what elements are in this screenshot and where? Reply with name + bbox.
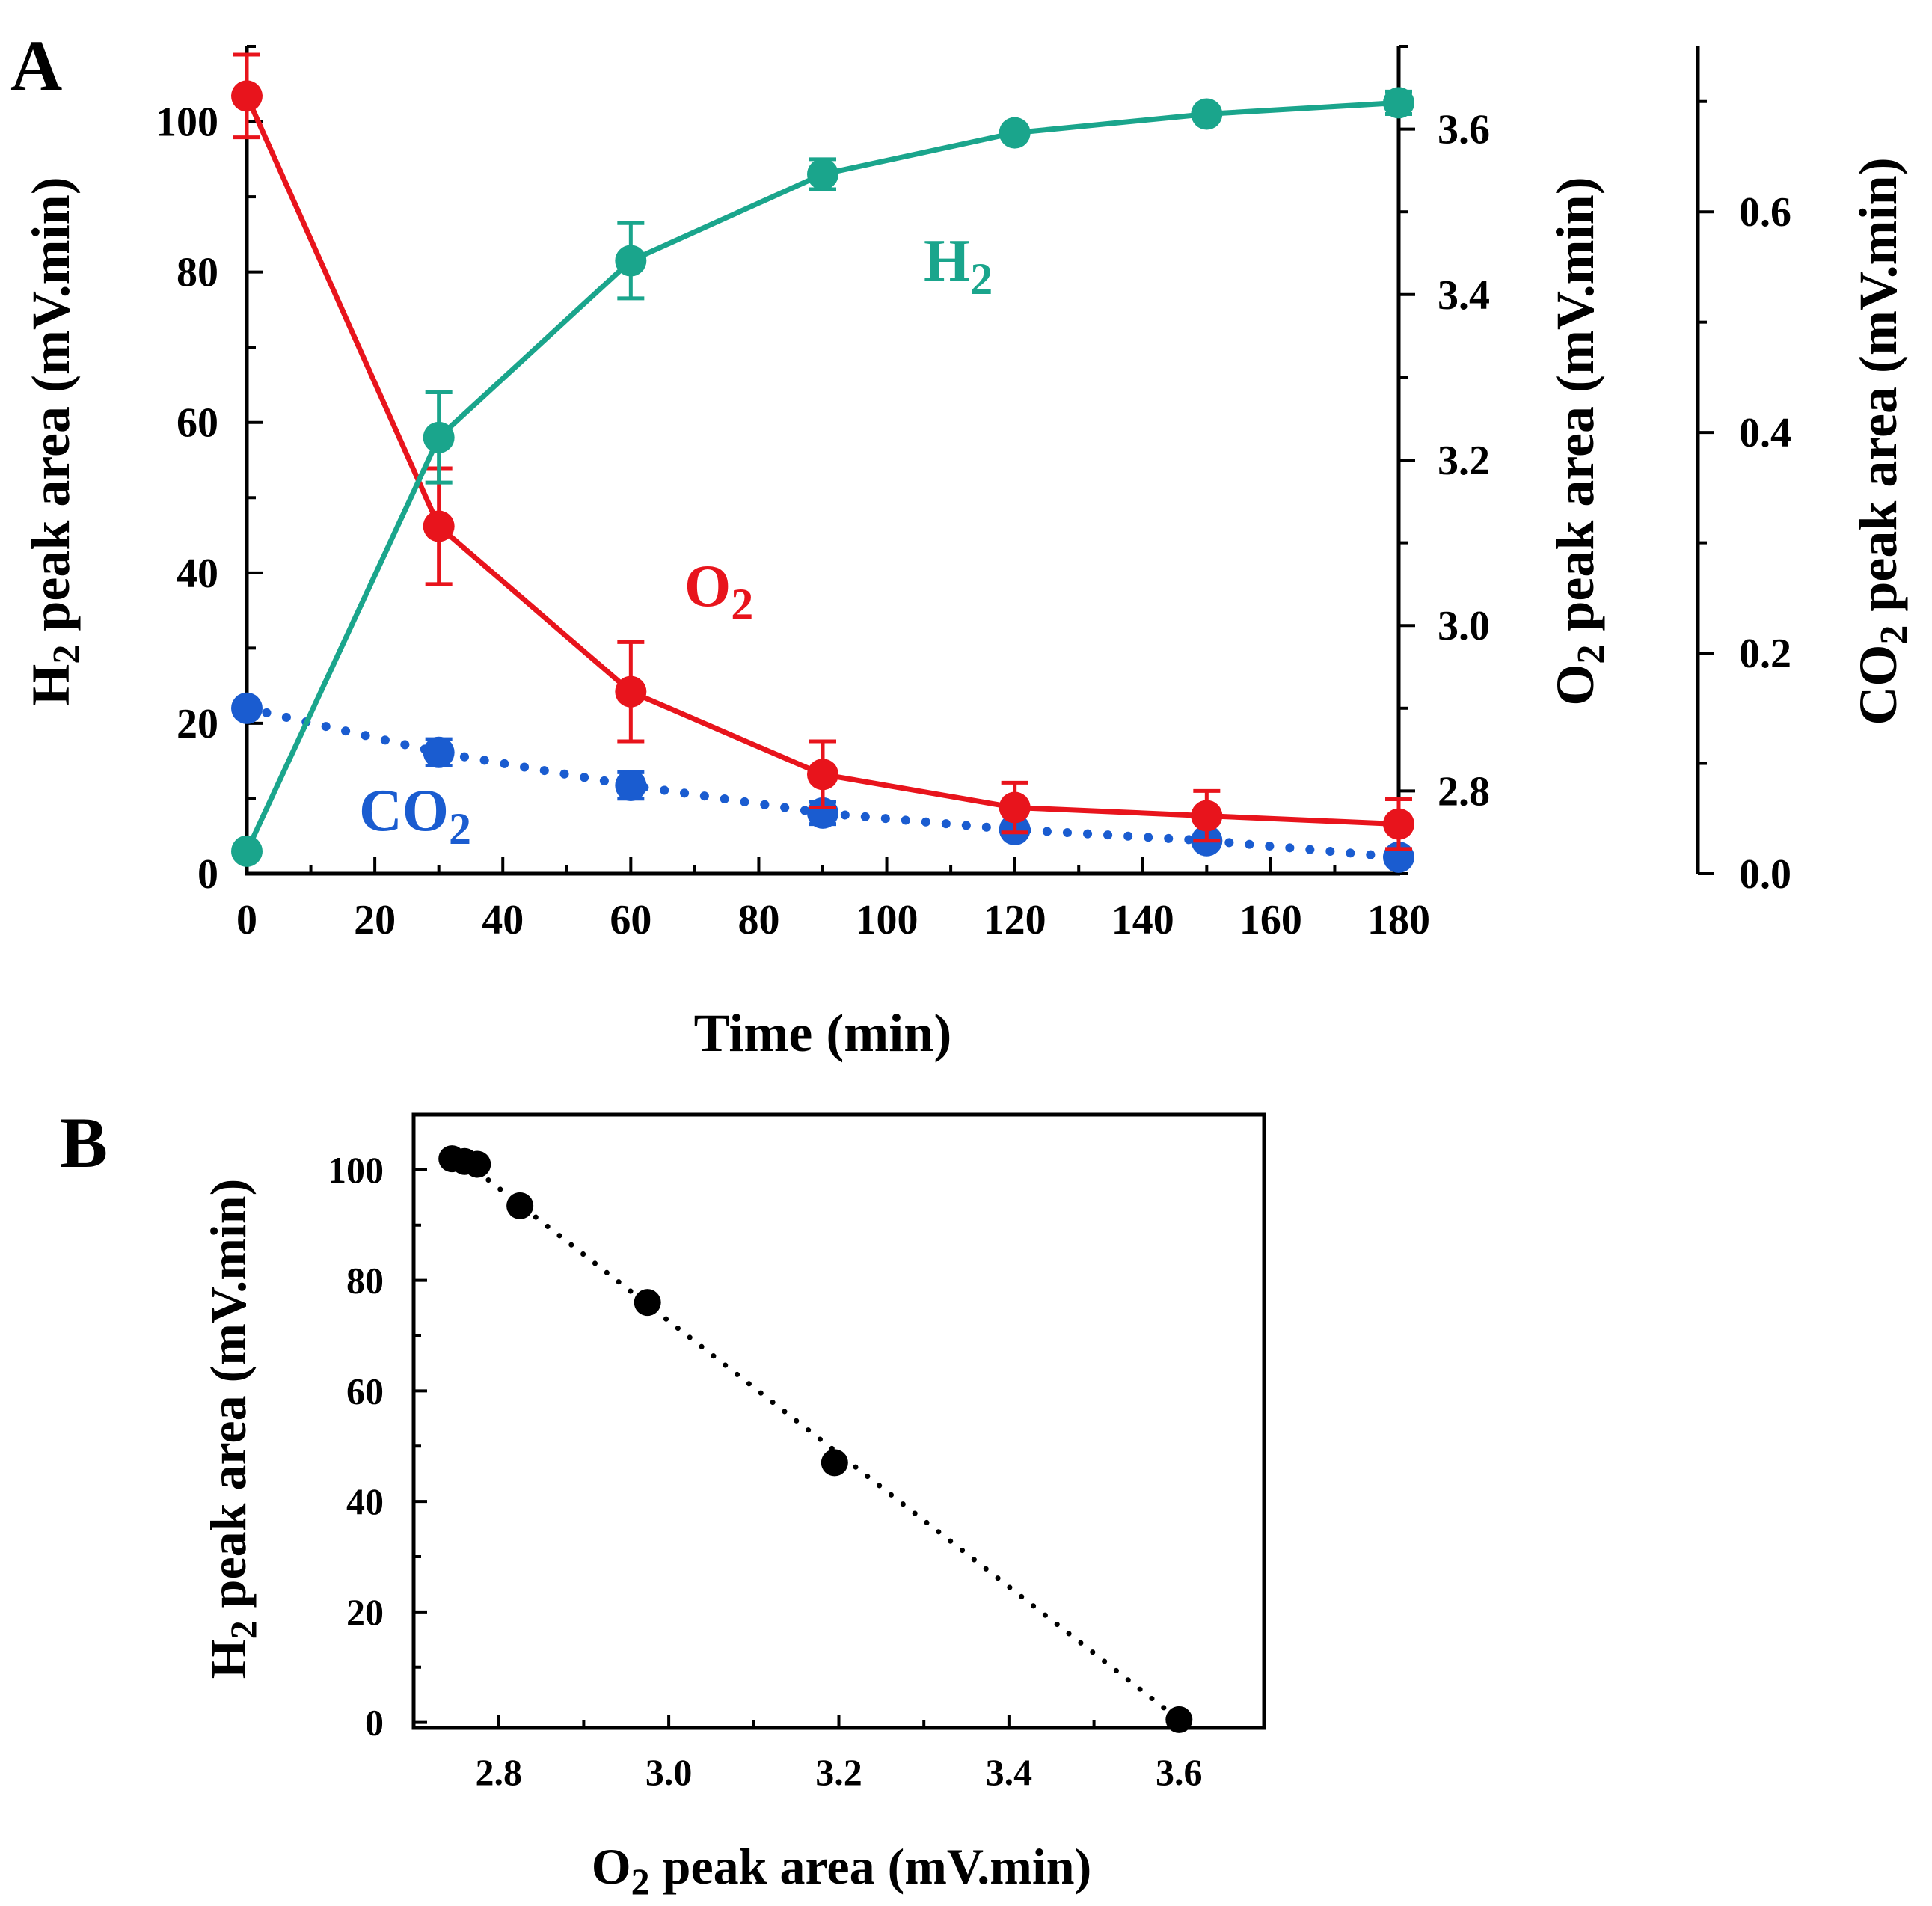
b-data-point <box>821 1449 848 1477</box>
panel-a-label: A <box>10 25 62 105</box>
panel-a-co2-axis-title: CO2 peak area (mV.min) <box>1848 157 1916 725</box>
panel-b-x-axis-title: O2 peak area (mV.min) <box>592 1838 1092 1902</box>
co2-point <box>231 692 263 724</box>
x-tick-label: 120 <box>984 897 1046 943</box>
o2-tick-label: 3.4 <box>1438 272 1490 319</box>
b-x-tick-label: 3.2 <box>815 1751 862 1793</box>
h2-point <box>423 421 455 453</box>
b-y-tick-label: 20 <box>346 1591 384 1633</box>
b-x-tick-label: 3.4 <box>986 1751 1033 1793</box>
left-tick-label: 40 <box>177 551 218 597</box>
o2-tick-label: 3.2 <box>1438 438 1490 484</box>
left-tick-label: 60 <box>177 400 218 447</box>
panel-a-o2-ticks: 2.8 3.0 3.2 3.4 3.6 <box>1399 45 1490 875</box>
panel-b-frame <box>411 1112 1266 1730</box>
o2-point <box>423 510 455 542</box>
b-y-tick-label: 60 <box>346 1370 384 1412</box>
panel-a-series <box>231 52 1414 873</box>
b-data-point <box>506 1192 534 1219</box>
h2-point <box>615 245 647 277</box>
co2-tick-label: 0.4 <box>1739 410 1791 456</box>
o2-point <box>807 759 838 791</box>
panel-b-y-ticks: 0 20 40 60 80 100 <box>328 1113 427 1744</box>
h2-series-label: H2 <box>924 228 993 304</box>
h2-line <box>244 99 1402 854</box>
panel-a-left-ticks: 0 20 40 60 80 100 <box>156 45 263 898</box>
x-tick-label: 140 <box>1111 897 1174 943</box>
o2-tick-label: 2.8 <box>1438 768 1490 815</box>
x-tick-label: 40 <box>482 897 524 943</box>
co2-tick-label: 0.2 <box>1739 631 1791 677</box>
h2-point <box>231 835 263 867</box>
co2-point <box>615 770 647 802</box>
b-x-tick-label: 3.0 <box>645 1751 693 1793</box>
b-fit-line <box>461 1159 1182 1723</box>
x-tick-label: 60 <box>610 897 651 943</box>
left-tick-label: 20 <box>177 701 218 747</box>
b-y-tick-label: 0 <box>365 1702 384 1744</box>
o2-tick-label: 3.0 <box>1438 603 1490 649</box>
co2-series-label: CO2 <box>359 778 471 854</box>
o2-series-label: O2 <box>684 554 753 629</box>
h2-point <box>807 158 838 190</box>
panel-b-axes <box>411 1112 1266 1730</box>
panel-a-x-axis-title: Time (min) <box>694 1003 952 1063</box>
co2-tick-label: 0.6 <box>1739 189 1791 236</box>
co2-point <box>807 797 838 829</box>
panel-b-x-ticks: 2.8 3.0 3.2 3.4 3.6 <box>412 1715 1266 1793</box>
b-data-point <box>464 1150 491 1178</box>
o2-point <box>231 80 263 112</box>
x-tick-label: 160 <box>1239 897 1302 943</box>
o2-point <box>999 791 1031 824</box>
b-y-tick-label: 80 <box>346 1260 384 1302</box>
b-y-tick-label: 40 <box>346 1480 384 1522</box>
x-tick-label: 180 <box>1367 897 1430 943</box>
x-tick-label: 80 <box>737 897 779 943</box>
h2-point <box>1191 98 1223 130</box>
left-tick-label: 0 <box>197 851 218 898</box>
b-data-point <box>634 1289 661 1317</box>
panel-a-o2-axis-title: O2 peak area (mV.min) <box>1545 177 1613 705</box>
x-tick-label: 0 <box>236 897 257 943</box>
panel-a-left-axis-title: H2 peak area (mV.min) <box>21 177 88 705</box>
b-data-point <box>1165 1706 1193 1733</box>
b-x-tick-label: 2.8 <box>475 1751 522 1793</box>
x-tick-label: 20 <box>354 897 396 943</box>
co2-point <box>423 736 455 768</box>
o2-point <box>1191 800 1223 832</box>
panel-b-y-axis-title: H2 peak area (mV.min) <box>200 1179 264 1679</box>
panel-b-label: B <box>60 1103 108 1183</box>
left-tick-label: 100 <box>156 99 218 146</box>
o2-line <box>244 93 1402 827</box>
o2-tick-label: 3.6 <box>1438 107 1490 153</box>
o2-point <box>615 675 647 708</box>
panel-b-points <box>438 1145 1193 1733</box>
h2-point <box>1383 87 1414 119</box>
panel-a-co2-ticks: 0.0 0.2 0.4 0.6 <box>1698 99 1791 898</box>
panel-a-x-ticks: 0 20 40 60 80 100 120 140 160 180 <box>236 857 1430 943</box>
b-y-tick-label: 100 <box>328 1149 384 1191</box>
o2-point <box>1383 808 1414 840</box>
x-tick-label: 100 <box>856 897 919 943</box>
b-x-tick-label: 3.6 <box>1156 1751 1203 1793</box>
co2-tick-label: 0.0 <box>1739 851 1791 898</box>
h2-point <box>999 117 1031 149</box>
left-tick-label: 80 <box>177 250 218 296</box>
